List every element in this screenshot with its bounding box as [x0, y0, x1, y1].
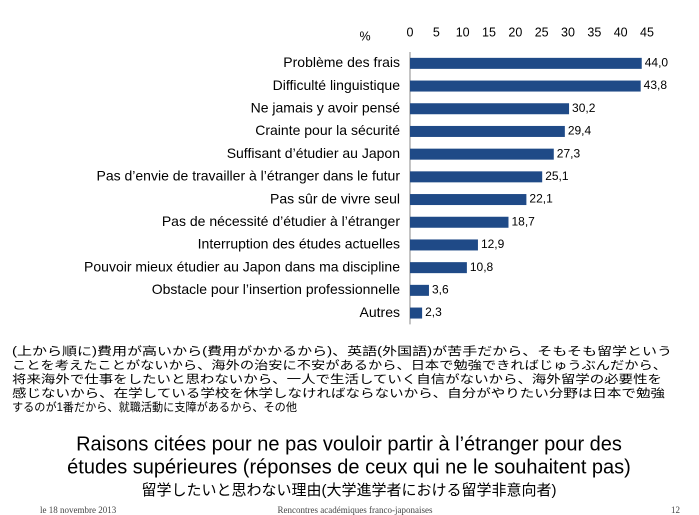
value-label: 2,3 — [425, 305, 442, 319]
bar — [410, 307, 423, 319]
category-label: Pas d’envie de travailler à l’étranger d… — [96, 168, 400, 184]
note-line: (上から順に)費用が高いから(費用がかかるから)、英語(外国語)が苦手だから、そ… — [12, 344, 672, 358]
x-tick-label: 15 — [482, 25, 496, 39]
axis-label: % — [359, 29, 370, 43]
category-label: Obstacle pour l’insertion professionnell… — [152, 281, 400, 297]
note-line: するのが1番だから、就職活動に支障があるから、その他 — [12, 400, 297, 414]
note-line: 将来海外で仕事をしたいと思わないから、一人で生活していく自信がないから、海外留学… — [12, 372, 662, 386]
bar — [410, 148, 554, 160]
x-tick-label: 20 — [508, 25, 522, 39]
bar — [410, 239, 478, 251]
bar — [410, 57, 642, 69]
value-label: 44,0 — [645, 56, 669, 70]
value-label: 18,7 — [511, 214, 535, 228]
bar — [410, 125, 565, 137]
x-tick-label: 35 — [587, 25, 601, 39]
category-label: Difficulté linguistique — [273, 77, 401, 93]
category-label: Pas de nécessité d’étudier à l’étranger — [162, 213, 400, 229]
category-label: Suffisant d’étudier au Japon — [227, 145, 400, 161]
x-tick-label: 10 — [456, 25, 470, 39]
value-label: 27,3 — [557, 146, 581, 160]
value-label: 29,4 — [568, 124, 592, 138]
footer-event: Rencontres académiques franco-japonaises — [278, 505, 433, 515]
footer-date: le 18 novembre 2013 — [40, 505, 117, 515]
category-label: Autres — [360, 304, 400, 320]
value-label: 12,9 — [481, 237, 505, 251]
x-tick-label: 40 — [614, 25, 628, 39]
x-tick-label: 30 — [561, 25, 575, 39]
bar — [410, 80, 641, 92]
category-label: Problème des frais — [283, 54, 400, 70]
value-label: 10,8 — [470, 260, 494, 274]
value-label: 25,1 — [545, 169, 569, 183]
bar — [410, 103, 570, 115]
bar — [410, 216, 509, 228]
bar — [410, 262, 467, 274]
subtitle: 留学したいと思わない理由(大学進学者における留学非意向者) — [142, 481, 557, 499]
x-tick-label: 0 — [407, 25, 414, 39]
category-label: Crainte pour la sécurité — [255, 122, 400, 138]
bar — [410, 171, 543, 183]
category-label: Ne jamais y avoir pensé — [251, 99, 401, 115]
title-line: études supérieures (réponses de ceux qui… — [67, 456, 631, 478]
value-label: 43,8 — [644, 78, 668, 92]
bar — [410, 194, 527, 206]
value-label: 22,1 — [529, 192, 553, 206]
footer-page: 12 — [671, 505, 680, 515]
category-label: Pas sûr de vivre seul — [270, 190, 400, 206]
x-tick-label: 25 — [535, 25, 549, 39]
title-line: Raisons citées pour ne pas vouloir parti… — [76, 433, 622, 455]
x-tick-label: 45 — [640, 25, 654, 39]
value-label: 30,2 — [572, 101, 596, 115]
value-label: 3,6 — [432, 283, 449, 297]
note-line: 感じないから、在学している学校を休学しなければならないから、自分がやりたい分野は… — [12, 386, 666, 400]
bar — [410, 284, 429, 296]
category-label: Pouvoir mieux étudier au Japon dans ma d… — [84, 258, 400, 274]
category-label: Interruption des études actuelles — [198, 236, 400, 252]
x-tick-label: 5 — [433, 25, 440, 39]
note-line: ことを考えたことがないから、海外の治安に不安があるから、日本で勉強できればじゅう… — [12, 358, 667, 372]
